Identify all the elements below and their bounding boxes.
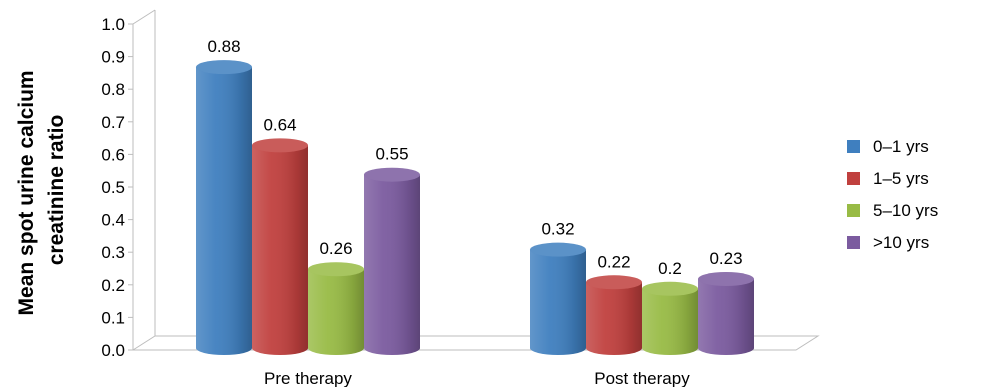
y-axis-ticks: 0.0 0.1 0.2 0.3 0.4 0.5 0.6 0.7 0.8 0.9 1.0 bbox=[101, 15, 133, 360]
y-tick-label: 0.0 bbox=[101, 341, 125, 360]
bar-shading bbox=[642, 288, 698, 355]
y-tick-label: 0.3 bbox=[101, 243, 125, 262]
data-label: 0.2 bbox=[658, 259, 682, 278]
bar-top-highlight bbox=[586, 275, 642, 290]
y-tick-label: 0.2 bbox=[101, 276, 125, 295]
bar-top-highlight bbox=[196, 60, 252, 75]
bar-top bbox=[196, 60, 252, 75]
bar bbox=[642, 281, 698, 355]
legend-swatch bbox=[847, 140, 860, 153]
category-label: Pre therapy bbox=[264, 369, 352, 387]
bar-shading bbox=[586, 282, 642, 355]
category-label: Post therapy bbox=[594, 369, 690, 387]
bar-top bbox=[252, 138, 308, 153]
data-label: 0.22 bbox=[597, 252, 630, 271]
data-label: 0.88 bbox=[207, 37, 240, 56]
bar-top bbox=[364, 167, 420, 182]
y-axis-line bbox=[132, 9, 156, 350]
legend-item: >10 yrs bbox=[847, 233, 929, 252]
bar-top bbox=[642, 281, 698, 296]
legend-label: 0–1 yrs bbox=[873, 137, 929, 156]
bar bbox=[196, 60, 252, 355]
bar bbox=[252, 138, 308, 355]
y-tick-label: 0.1 bbox=[101, 308, 125, 327]
y-tick-label: 1.0 bbox=[101, 15, 125, 34]
legend-label: >10 yrs bbox=[873, 233, 929, 252]
y-tick-label: 0.6 bbox=[101, 145, 125, 164]
y-axis-title: Mean spot urine calcium creatinine ratio bbox=[15, 65, 68, 316]
bar-shading bbox=[530, 249, 586, 355]
bar-top-highlight bbox=[364, 167, 420, 182]
legend-swatch bbox=[847, 204, 860, 217]
y-axis-title-line-2: creatinine ratio bbox=[45, 115, 68, 266]
legend-swatch bbox=[847, 172, 860, 185]
bar-shading bbox=[364, 174, 420, 355]
bar-top bbox=[308, 262, 364, 277]
bar bbox=[308, 262, 364, 355]
legend-item: 5–10 yrs bbox=[847, 201, 938, 220]
bar-shading bbox=[196, 67, 252, 355]
y-tick-label: 0.9 bbox=[101, 48, 125, 67]
data-label: 0.64 bbox=[263, 115, 296, 134]
y-axis-title-line-1: Mean spot urine calcium bbox=[15, 70, 38, 315]
bar-shading bbox=[308, 269, 364, 355]
bar bbox=[530, 242, 586, 355]
legend: 0–1 yrs 1–5 yrs 5–10 yrs >10 yrs bbox=[847, 137, 938, 252]
data-label: 0.23 bbox=[709, 249, 742, 268]
bar bbox=[586, 275, 642, 355]
bar bbox=[364, 167, 420, 355]
y-tick-label: 0.7 bbox=[101, 113, 125, 132]
legend-item: 1–5 yrs bbox=[847, 169, 929, 188]
legend-item: 0–1 yrs bbox=[847, 137, 929, 156]
legend-label: 5–10 yrs bbox=[873, 201, 938, 220]
bar-top-highlight bbox=[252, 138, 308, 153]
bar-top-highlight bbox=[530, 242, 586, 257]
bar-shading bbox=[698, 279, 754, 355]
data-label: 0.55 bbox=[375, 145, 408, 164]
bar-shading bbox=[252, 145, 308, 355]
bar bbox=[698, 272, 754, 355]
category-labels: Pre therapy Post therapy bbox=[264, 369, 690, 387]
data-labels: 0.88 0.64 0.26 0.55 0.32 0.22 0.2 0.23 bbox=[207, 37, 742, 278]
data-label: 0.26 bbox=[319, 239, 352, 258]
bar-top bbox=[586, 275, 642, 290]
data-label: 0.32 bbox=[541, 220, 574, 239]
legend-label: 1–5 yrs bbox=[873, 169, 929, 188]
legend-swatch bbox=[847, 236, 860, 249]
bar-top-highlight bbox=[698, 272, 754, 287]
bar-top-highlight bbox=[642, 281, 698, 296]
bar-top bbox=[530, 242, 586, 257]
y-tick-label: 0.8 bbox=[101, 80, 125, 99]
y-tick-label: 0.5 bbox=[101, 178, 125, 197]
bar-top bbox=[698, 272, 754, 287]
y-tick-label: 0.4 bbox=[101, 211, 125, 230]
bar-top-highlight bbox=[308, 262, 364, 277]
bars bbox=[196, 60, 754, 355]
